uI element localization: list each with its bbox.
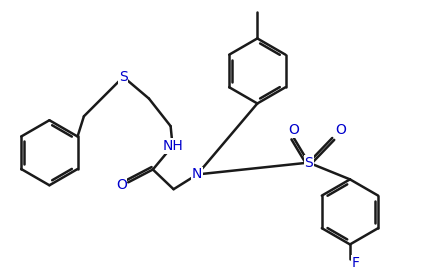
Text: S: S <box>119 70 128 84</box>
Text: NH: NH <box>162 139 183 153</box>
Text: O: O <box>336 123 346 137</box>
Text: O: O <box>116 178 127 192</box>
Text: O: O <box>289 123 299 137</box>
Text: S: S <box>304 156 313 170</box>
Text: F: F <box>352 256 360 270</box>
Text: N: N <box>192 167 202 182</box>
